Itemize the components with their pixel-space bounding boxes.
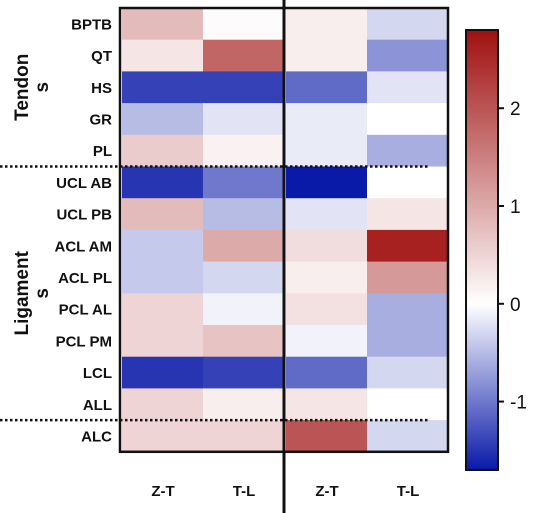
heatmap-cell [203, 261, 285, 294]
heatmap-cell [203, 8, 285, 41]
heatmap-cell [286, 71, 368, 104]
heatmap-cell [367, 261, 449, 294]
heatmap-cell [367, 166, 449, 199]
row-label: LCL [83, 365, 112, 382]
heatmap-cell [122, 8, 204, 41]
heatmap-cell [286, 293, 368, 326]
heatmap-cell [122, 356, 204, 389]
heatmap-cell [367, 39, 449, 72]
row-label: ALC [81, 428, 112, 445]
row-label: QT [91, 48, 112, 65]
heatmap-cell [286, 229, 368, 262]
heatmap-cell [122, 325, 204, 358]
heatmap-cell [286, 388, 368, 421]
heatmap-cell [367, 388, 449, 421]
heatmap-frames [0, 0, 450, 513]
heatmap-cell [122, 103, 204, 136]
row-label: ACL AM [55, 238, 113, 255]
heatmap-cell [367, 293, 449, 326]
colorbar-tick-label: 1 [510, 197, 521, 218]
row-label: BPTB [71, 16, 112, 33]
heatmap-cell [203, 71, 285, 104]
heatmap-cell [367, 229, 449, 262]
heatmap-cell [286, 198, 368, 231]
row-labels: BPTB QT HS GR PL UCL AB UCL PB ACL AM ACL PL PCL … [55, 16, 113, 445]
heatmap-cell [122, 261, 204, 294]
row-label: PCL AL [59, 302, 112, 319]
heatmap-cell [203, 103, 285, 136]
heatmap-cell [367, 103, 449, 136]
heatmap-cell [122, 134, 204, 167]
heatmap-cell [122, 166, 204, 199]
row-label: GR [90, 111, 113, 128]
heatmap-cell [286, 166, 368, 199]
heatmap-cell [286, 103, 368, 136]
heatmap-cell [203, 388, 285, 421]
colorbar-gradient [465, 29, 499, 471]
heatmap-cell [286, 356, 368, 389]
heatmap-cell [367, 356, 449, 389]
row-label: HS [91, 80, 112, 97]
column-label: T-L [233, 483, 256, 500]
row-label: PL [93, 143, 112, 160]
row-group-label: Tendons [12, 54, 53, 121]
row-label: UCL AB [56, 175, 112, 192]
colorbar: -1 0 1 2 [465, 29, 527, 471]
row-group-label: Ligaments [12, 250, 53, 335]
heatmap-cell [367, 325, 449, 358]
heatmap-cell [122, 198, 204, 231]
heatmap-cell [286, 8, 368, 41]
heatmap-cell [286, 134, 368, 167]
heatmap-cell [122, 71, 204, 104]
heatmap-cell [203, 325, 285, 358]
colorbar-tick-label: -1 [510, 393, 527, 414]
heatmap-cell [286, 39, 368, 72]
column-labels: Z-T T-L Z-T T-L [151, 483, 419, 500]
heatmap-cell [122, 293, 204, 326]
heatmap-cell [122, 39, 204, 72]
row-group-labels: Tendons Ligaments [12, 54, 53, 336]
heatmap-cell [122, 229, 204, 262]
heatmap-cell [367, 134, 449, 167]
heatmap-cell [203, 293, 285, 326]
heatmap-cell [203, 420, 285, 453]
heatmap-cell [203, 166, 285, 199]
heatmap-cell [203, 39, 285, 72]
row-label: PCL PM [56, 333, 112, 350]
heatmap-cell [367, 198, 449, 231]
colorbar-tick-label: 0 [510, 295, 521, 316]
heatmap-cell [122, 388, 204, 421]
heatmap-cell [122, 420, 204, 453]
heatmap-cell [203, 356, 285, 389]
heatmap-cell [286, 420, 368, 453]
heatmap-cell [286, 261, 368, 294]
heatmap-cell [367, 420, 449, 453]
column-label: T-L [397, 483, 420, 500]
heatmap-cell [203, 229, 285, 262]
heatmap-cells [122, 8, 449, 453]
heatmap-cell [367, 71, 449, 104]
colorbar-tick-label: 2 [510, 99, 521, 120]
heatmap-cell [367, 8, 449, 41]
row-label: ACL PL [58, 270, 112, 287]
row-label: ALL [83, 397, 112, 414]
column-label: Z-T [315, 483, 338, 500]
heatmap-cell [203, 134, 285, 167]
heatmap-cell [203, 198, 285, 231]
heatmap-cell [286, 325, 368, 358]
column-label: Z-T [151, 483, 174, 500]
row-label: UCL PB [56, 207, 112, 224]
